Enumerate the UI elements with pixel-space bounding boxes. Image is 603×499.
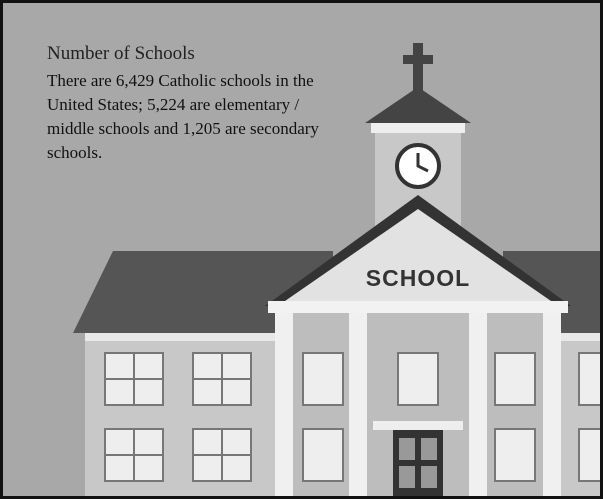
cornice bbox=[268, 301, 568, 313]
door-lintel bbox=[373, 421, 463, 430]
body-text: There are 6,429 Catholic schools in the … bbox=[47, 69, 347, 165]
ledge bbox=[85, 333, 285, 341]
sign: SCHOOL bbox=[366, 265, 470, 291]
cross bbox=[413, 43, 423, 91]
tower-roof bbox=[365, 87, 471, 123]
cross-bar bbox=[403, 55, 433, 64]
infographic: SCHOOL Number of Schools There are 6,429… bbox=[0, 0, 603, 499]
title: Number of Schools bbox=[47, 43, 195, 65]
tower-ledge bbox=[371, 123, 465, 133]
